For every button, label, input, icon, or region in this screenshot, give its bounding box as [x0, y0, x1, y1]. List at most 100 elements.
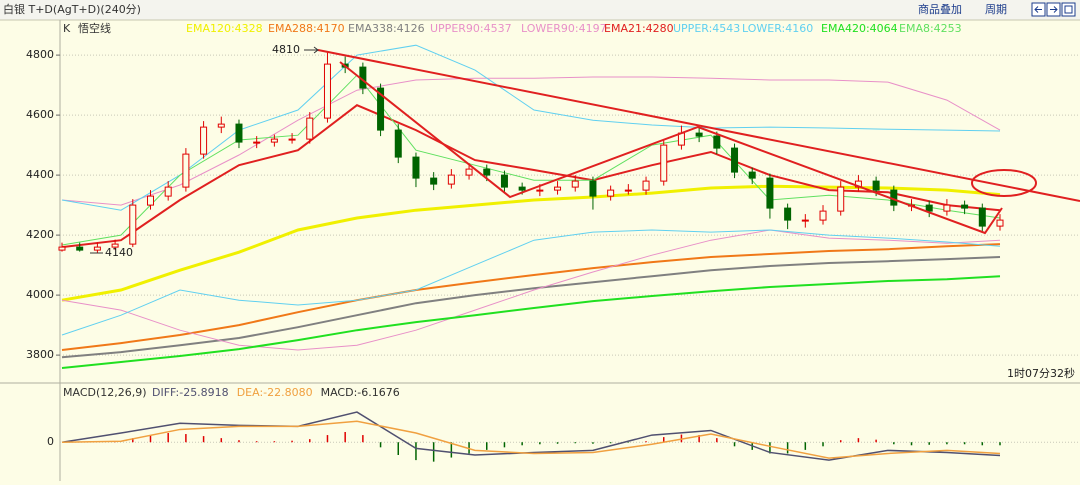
icon: [1050, 6, 1058, 13]
candle-body: [925, 204, 933, 212]
overlay-line: [61, 243, 1001, 351]
candle-body: [943, 204, 951, 212]
candle-body: [784, 207, 792, 221]
macd-line: [61, 420, 1001, 459]
y-tick-label: 4000: [26, 288, 54, 301]
candle-body: [607, 189, 615, 197]
candle-body: [377, 87, 385, 131]
annotation-arrows: [90, 46, 319, 254]
overlay-line: [61, 229, 1001, 336]
y-tick-label: 4600: [26, 108, 54, 121]
highlight-circle: [971, 169, 1037, 197]
candle-body: [58, 246, 66, 251]
candle-body: [536, 189, 544, 192]
candle-body: [93, 246, 101, 251]
legend-entry: EMA338:4126: [348, 22, 425, 35]
candle-body: [235, 123, 243, 143]
overlay-line: [61, 74, 1001, 246]
candle-body: [872, 180, 880, 191]
legend-entry: DIFF:-25.8918: [152, 386, 229, 399]
legend-entry: EMA8:4253: [899, 22, 962, 35]
overlay-line: [61, 275, 1001, 369]
candle-body: [430, 177, 438, 185]
y-tick-label: 4800: [26, 48, 54, 61]
y-tick-label: 0: [47, 435, 54, 448]
candle-body: [111, 243, 119, 248]
max-button[interactable]: [1061, 2, 1076, 17]
timer: 1时07分32秒: [1007, 366, 1075, 380]
trend-line: [317, 49, 1080, 202]
k-label: K: [63, 22, 71, 35]
legend-entry: UPPER:4543: [673, 22, 740, 35]
candle-body: [182, 153, 190, 188]
candle-body: [306, 117, 314, 140]
y-tick-label: 4400: [26, 168, 54, 181]
candle-body: [270, 138, 278, 143]
candle-body: [146, 195, 154, 206]
legend-entry: EMA288:4170: [268, 22, 345, 35]
top-bar: [0, 0, 1080, 20]
legend-entry: MACD:-6.1676: [321, 386, 400, 399]
candle-body: [323, 63, 331, 119]
candle-body: [76, 246, 84, 251]
candle-body: [978, 207, 986, 227]
candle-body: [554, 186, 562, 191]
candle-body: [394, 129, 402, 158]
candle-body: [500, 174, 508, 188]
overlay-button[interactable]: 商品叠加: [918, 2, 962, 16]
candle-body: [642, 180, 650, 191]
candle-body: [518, 186, 526, 191]
overlay-line: [61, 184, 1001, 302]
candle-body: [660, 144, 668, 182]
overlay-lines: [61, 44, 1001, 369]
candle-body: [571, 180, 579, 188]
period-button[interactable]: 周期: [985, 3, 1007, 16]
candle-body: [288, 138, 296, 141]
nav-buttons: [1031, 2, 1076, 17]
instrument-title: 白银 T+D(AgT+D)(240分): [3, 2, 141, 16]
legend-entry: LOWER:4160: [742, 22, 813, 35]
legend-entry: LOWER90:4197: [521, 22, 607, 35]
candle-body: [447, 174, 455, 185]
candle-body: [253, 141, 261, 144]
plot: 3800 4000 4200 4400 4600 4800 0: [26, 44, 1080, 462]
overlay-line: [61, 76, 1001, 206]
icon: [1064, 5, 1073, 14]
annotation: 4140: [105, 246, 133, 259]
candle-body: [483, 168, 491, 176]
indicator-label: 悟空线: [78, 21, 111, 35]
candle-body: [695, 132, 703, 137]
candle-body: [801, 219, 809, 222]
candle-body: [589, 180, 597, 197]
candle-body: [129, 204, 137, 245]
y-tick-label: 4200: [26, 228, 54, 241]
legend-entry: DEA:-22.8080: [237, 386, 313, 399]
overlay-line: [61, 229, 1001, 351]
legend-entry: EMA120:4328: [186, 22, 263, 35]
trend-line: [339, 61, 1003, 235]
annotation: 4810: [272, 43, 300, 56]
candle-body: [996, 219, 1004, 227]
candle-body: [837, 186, 845, 212]
candle-body: [713, 135, 721, 149]
icon: [1034, 6, 1042, 13]
overlay-line: [61, 256, 1001, 359]
y-tick-label: 3800: [26, 348, 54, 361]
overlay-line: [61, 104, 1001, 249]
candle-body: [465, 168, 473, 176]
legend-entry: EMA21:4280: [604, 22, 674, 35]
candle-body: [412, 156, 420, 179]
overlay-line: [61, 44, 1001, 211]
legend-entry: UPPER90:4537: [430, 22, 512, 35]
trend-lines: [317, 49, 1080, 235]
candle-body: [766, 177, 774, 209]
candle-body: [961, 204, 969, 209]
candle-body: [819, 210, 827, 221]
arrow: [313, 46, 319, 54]
candle-body: [748, 171, 756, 179]
candle-body: [731, 147, 739, 173]
candle-body: [164, 186, 172, 197]
candle-body: [624, 189, 632, 192]
macd-title: MACD(12,26,9): [63, 386, 147, 399]
